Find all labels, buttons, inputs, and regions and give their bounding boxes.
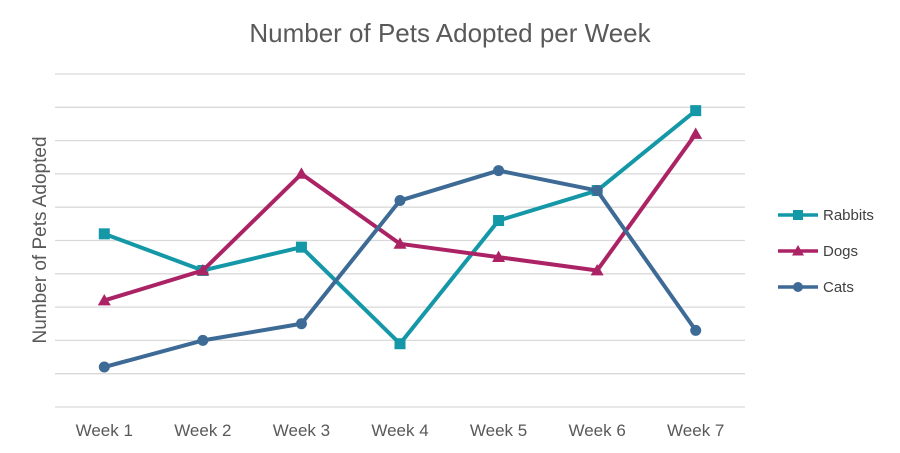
legend-item-rabbits: Rabbits <box>778 207 874 224</box>
rabbits-point <box>394 338 406 350</box>
legend-label: Cats <box>823 279 854 296</box>
dogs-point <box>196 263 210 276</box>
series-cats <box>98 165 702 373</box>
x-tick-label: Week 2 <box>174 421 231 440</box>
legend-marker <box>793 210 803 220</box>
x-tick-label: Week 3 <box>273 421 330 440</box>
cats-point <box>295 318 307 330</box>
cats-point <box>493 165 505 177</box>
series-dogs <box>97 127 703 306</box>
cats-point <box>690 324 702 336</box>
cats-point <box>591 185 603 197</box>
dogs-line <box>102 131 698 303</box>
x-tick-label: Week 4 <box>371 421 428 440</box>
dogs-point <box>590 263 604 276</box>
legend-label: Dogs <box>823 243 858 260</box>
cats-point <box>394 195 406 207</box>
dogs-point <box>689 127 703 139</box>
rabbits-point <box>690 105 702 117</box>
x-tick-label: Week 6 <box>568 421 625 440</box>
legend-marker <box>793 282 803 292</box>
cats-point <box>197 334 209 346</box>
dogs-point <box>294 167 308 179</box>
legend-marker <box>792 245 804 256</box>
x-tick-label: Week 7 <box>667 421 724 440</box>
y-axis-label: Number of Pets Adopted <box>30 136 51 343</box>
rabbits-point <box>98 228 110 240</box>
rabbits-point <box>493 215 505 227</box>
legend: Rabbits Dogs Cats <box>778 207 874 296</box>
rabbits-line <box>102 108 698 346</box>
legend-label: Rabbits <box>823 207 874 224</box>
x-axis-ticks: Week 1 Week 2 Week 3 Week 4 Week 5 Week 6 Week… <box>76 421 725 440</box>
dogs-point <box>492 250 506 263</box>
series-group <box>97 105 703 373</box>
x-tick-label: Week 5 <box>470 421 527 440</box>
dogs-point <box>393 237 407 249</box>
rabbits-point <box>295 241 307 253</box>
legend-item-dogs: Dogs <box>778 243 858 260</box>
x-tick-label: Week 1 <box>76 421 133 440</box>
series-rabbits <box>98 105 702 350</box>
chart-title: Number of Pets Adopted per Week <box>249 18 651 48</box>
legend-item-cats: Cats <box>778 279 854 296</box>
cats-point <box>98 361 110 373</box>
dogs-point <box>97 293 111 306</box>
